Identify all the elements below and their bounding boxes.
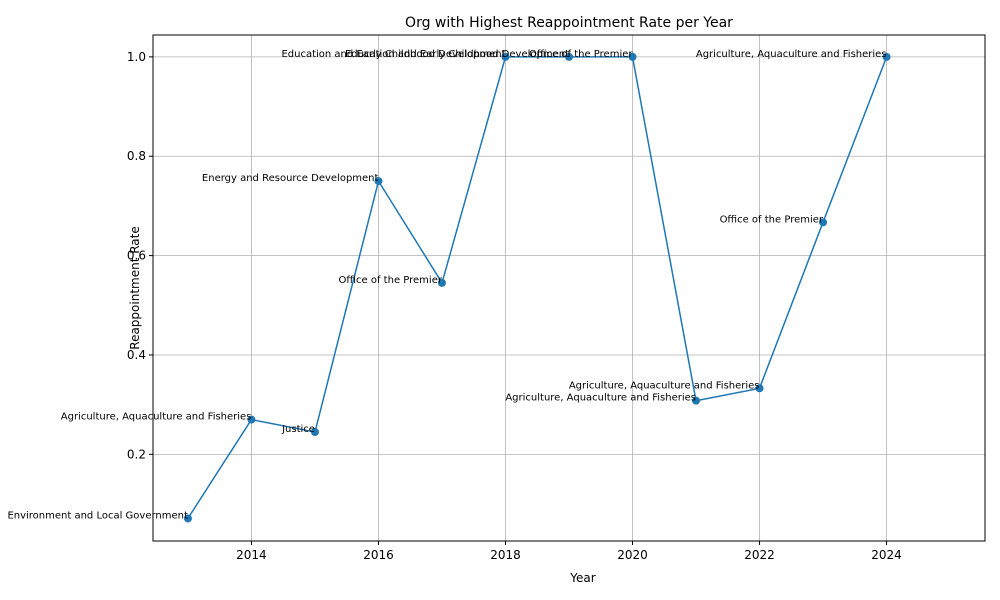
data-point (183, 514, 192, 523)
data-point (819, 218, 828, 227)
point-annotation: Education and Early Childhood Developmen… (281, 49, 505, 60)
data-point (565, 52, 573, 61)
point-annotation: Office of the Premier (339, 275, 443, 286)
x-tick-label: 2018 (490, 548, 521, 562)
point-annotation: Office of the Premier (720, 214, 824, 225)
series-line (187, 56, 888, 519)
point-annotation: Environment and Local Government (7, 510, 188, 521)
x-axis-ticks: 2014 2016 2018 2020 2022 2024 (236, 541, 902, 562)
y-tick-label: 0.8 (127, 149, 146, 163)
point-annotation: Agriculture, Aquaculture and Fisheries (61, 412, 252, 423)
y-tick-label: 0.4 (127, 348, 146, 362)
data-point (374, 177, 383, 186)
y-tick-label: 0.2 (127, 447, 146, 461)
y-tick-label: 0.6 (127, 249, 146, 263)
y-axis-ticks: 0.2 0.4 0.6 0.8 1.0 (127, 50, 153, 461)
point-annotation: Energy and Resource Development (202, 173, 379, 184)
y-tick-label: 1.0 (127, 50, 146, 64)
data-point (501, 52, 510, 61)
point-annotations: Environment and Local Government Agricult… (7, 49, 886, 522)
x-tick-label: 2014 (236, 548, 267, 562)
point-annotation: Education and Early Childhood Developmen… (345, 49, 569, 60)
x-tick-label: 2016 (363, 548, 394, 562)
plot-frame (152, 34, 986, 542)
y-axis-label: Reappointment Rate (128, 226, 142, 349)
x-axis-label: Year (569, 571, 595, 585)
data-point (247, 415, 256, 424)
point-annotation: Agriculture, Aquaculture and Fisheries (696, 49, 887, 60)
data-point (310, 427, 319, 436)
data-points (183, 52, 891, 523)
series-line-group (187, 56, 888, 519)
point-annotation: Office of the Premier (529, 49, 633, 60)
chart-title: Org with Highest Reappointment Rate per … (405, 15, 733, 31)
data-point (628, 52, 637, 61)
x-tick-label: 2024 (871, 548, 902, 562)
data-point (692, 396, 701, 405)
data-point (437, 278, 446, 287)
data-point (882, 52, 891, 61)
x-tick-label: 2022 (744, 548, 775, 562)
x-tick-label: 2020 (617, 548, 648, 562)
point-annotation: Agriculture, Aquaculture and Fisheries (569, 380, 760, 391)
point-annotation: Agriculture, Aquaculture and Fisheries (505, 393, 696, 404)
point-annotation: Justice (281, 424, 315, 435)
data-point (755, 384, 764, 393)
